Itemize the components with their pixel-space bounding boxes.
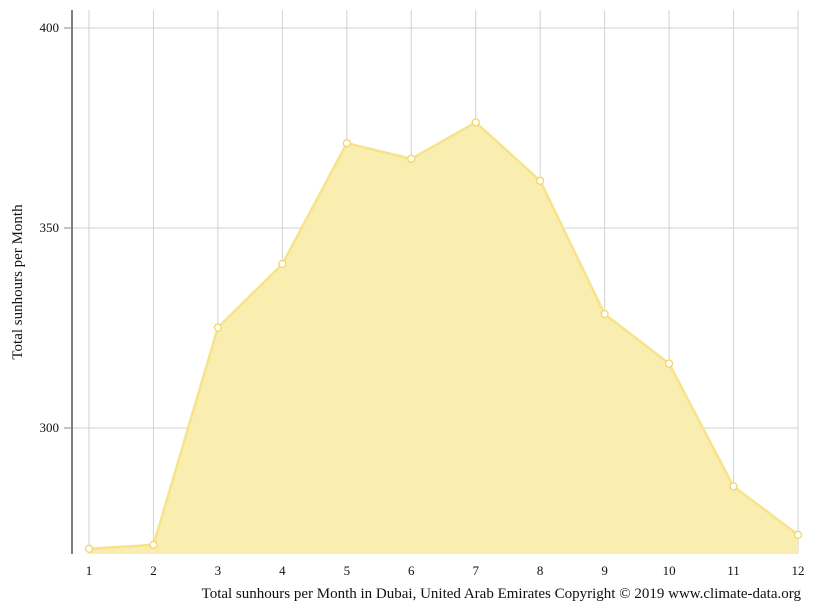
x-tick-label: 8: [537, 563, 544, 578]
data-point: [536, 176, 545, 185]
data-point: [407, 154, 416, 163]
data-point: [471, 118, 480, 127]
data-point: [278, 259, 287, 269]
x-tick-label: 7: [472, 563, 479, 578]
x-tick-label: 12: [792, 563, 805, 578]
y-tick-label: 300: [40, 420, 60, 435]
y-tick-label: 350: [40, 220, 60, 235]
data-point: [793, 530, 803, 539]
x-tick-label: 3: [215, 563, 222, 578]
y-axis-title: Total sunhours per Month: [10, 204, 26, 360]
x-tick-label: 9: [601, 563, 608, 578]
sunhours-line: [88, 121, 799, 551]
x-axis-ticks: 1 2 3 4 5 6 7 8 9 10 11 12: [86, 563, 805, 578]
x-tick-label: 4: [279, 563, 286, 578]
x-tick-label: 10: [663, 563, 676, 578]
y-axis-ticks: 300 350 400: [40, 20, 72, 435]
data-point: [213, 323, 223, 332]
y-tick-label: 400: [40, 20, 60, 35]
data-point: [600, 309, 609, 319]
x-tick-label: 6: [408, 563, 415, 578]
x-tick-label: 1: [86, 563, 93, 578]
x-tick-label: 2: [150, 563, 157, 578]
data-point: [664, 359, 674, 368]
x-tick-label: 11: [727, 563, 740, 578]
data-points: [84, 118, 803, 553]
data-point: [149, 540, 158, 549]
sunhours-area: [89, 122, 798, 555]
data-point: [342, 139, 351, 148]
data-point: [84, 544, 94, 553]
data-point: [729, 482, 738, 491]
chart-caption: Total sunhours per Month in Dubai, Unite…: [202, 586, 802, 602]
x-tick-label: 5: [344, 563, 351, 578]
